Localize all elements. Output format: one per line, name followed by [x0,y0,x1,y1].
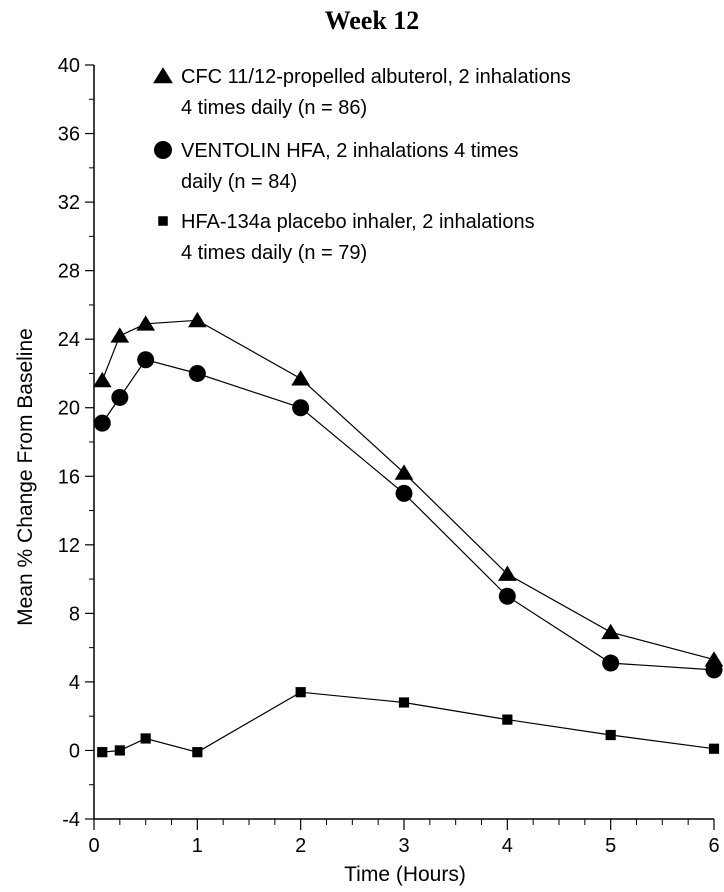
circle-marker [498,587,516,605]
circle-marker [137,351,155,369]
circle-marker [705,661,723,679]
legend-label: HFA-134a placebo inhaler, 2 inhalations [181,211,535,233]
legend-label: daily (n = 84) [181,171,297,193]
triangle-marker [136,315,156,331]
circle-marker [395,484,413,502]
legend-label: 4 times daily (n = 86) [181,97,367,119]
triangle-marker [110,327,130,343]
y-tick-label: 40 [58,55,80,77]
x-tick-label: 5 [605,835,616,857]
x-tick-label: 1 [192,835,203,857]
series-line [101,359,715,671]
triangle-marker [291,370,311,386]
y-tick-label: 8 [69,603,80,625]
square-marker [398,697,410,708]
y-tick-label: 16 [58,466,80,488]
x-tick-label: 0 [88,835,99,857]
circle-marker [154,141,172,159]
circle-marker [292,399,310,417]
square-marker [295,687,306,698]
circle-marker [111,388,129,406]
y-tick-label: 4 [69,672,80,694]
x-tick-label: 2 [295,835,306,857]
triangle-marker [601,623,621,640]
y-tick-label: 32 [58,192,80,214]
chart-title: Week 12 [324,6,420,35]
y-tick-label: -4 [62,809,80,831]
circle-marker [602,654,620,672]
square-marker [114,745,125,756]
series-lines [101,319,715,753]
triangle-marker [704,651,724,667]
triangle-marker [187,311,207,328]
square-marker [502,714,513,725]
y-tick-label: 12 [58,535,80,557]
circle-marker [188,364,206,382]
square-marker [192,747,203,758]
triangle-marker [153,67,173,84]
square-marker [158,216,168,226]
x-tick-label: 4 [502,835,513,857]
square-marker [97,747,108,758]
y-tick-label: 0 [69,740,80,762]
x-tick-label: 3 [398,835,409,857]
triangle-marker [497,565,517,581]
x-axis-label: Time (Hours) [344,863,466,886]
y-tick-label: 24 [58,329,80,351]
series-markers [92,311,724,758]
triangle-marker [394,464,414,480]
square-marker [605,729,616,741]
y-tick-label: 36 [58,124,80,146]
y-tick-label: 28 [58,261,80,283]
legend-label: CFC 11/12-propelled albuterol, 2 inhalat… [181,66,571,88]
y-tick-label: 20 [58,398,80,420]
legend-label: 4 times daily (n = 79) [181,242,367,264]
circle-marker [93,414,111,432]
x-tick-label: 6 [708,835,719,857]
legend: CFC 11/12-propelled albuterol, 2 inhalat… [153,66,571,264]
square-marker [140,733,151,744]
square-marker [708,743,720,754]
triangle-marker [92,371,112,388]
legend-label: VENTOLIN HFA, 2 inhalations 4 times [181,140,519,162]
